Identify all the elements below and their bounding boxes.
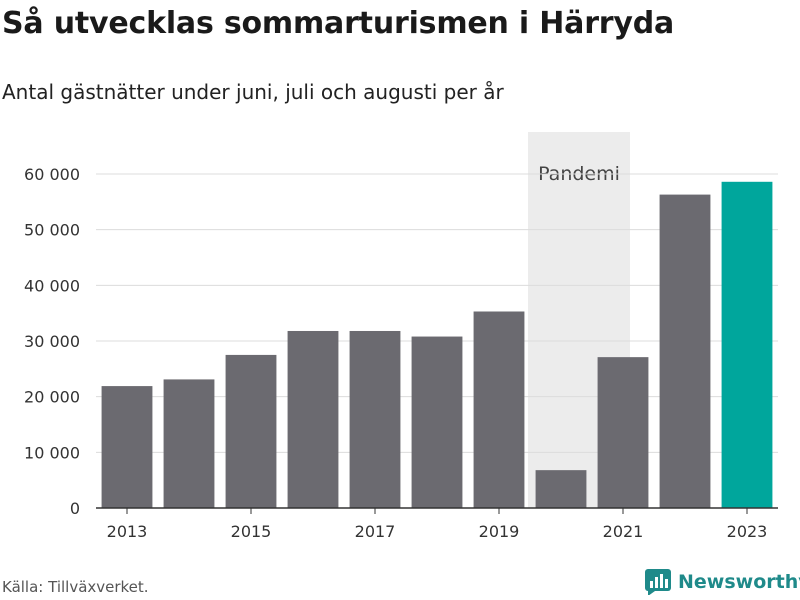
- bar: [101, 386, 153, 508]
- y-tick-label: 20 000: [24, 388, 80, 407]
- y-tick-label: 50 000: [24, 221, 80, 240]
- chart-subtitle: Antal gästnätter under juni, juli och au…: [2, 80, 504, 104]
- y-tick-label: 10 000: [24, 443, 80, 462]
- bar: [473, 311, 525, 508]
- newsworthy-logo-icon: [645, 569, 671, 595]
- bar: [659, 194, 711, 508]
- bar: [721, 181, 773, 508]
- x-tick-label: 2017: [355, 522, 396, 541]
- y-tick-label: 60 000: [24, 165, 80, 184]
- x-tick-label: 2019: [479, 522, 520, 541]
- x-tick-label: 2021: [603, 522, 644, 541]
- bar: [535, 470, 587, 508]
- bar: [349, 330, 401, 508]
- source-note: Källa: Tillväxverket.: [2, 578, 149, 596]
- brand-logo: Newsworthy: [645, 569, 800, 595]
- brand-name: Newsworthy: [678, 571, 800, 593]
- x-tick-label: 2023: [727, 522, 768, 541]
- bar: [597, 357, 649, 508]
- bar: [225, 354, 277, 508]
- y-tick-label: 30 000: [24, 332, 80, 351]
- bar: [411, 336, 463, 508]
- bar: [287, 330, 339, 508]
- y-tick-label: 0: [70, 499, 80, 518]
- x-tick-label: 2015: [231, 522, 272, 541]
- x-tick-label: 2013: [107, 522, 148, 541]
- y-tick-label: 40 000: [24, 276, 80, 295]
- chart-title: Så utvecklas sommarturismen i Härryda: [2, 6, 675, 41]
- bar: [163, 379, 215, 508]
